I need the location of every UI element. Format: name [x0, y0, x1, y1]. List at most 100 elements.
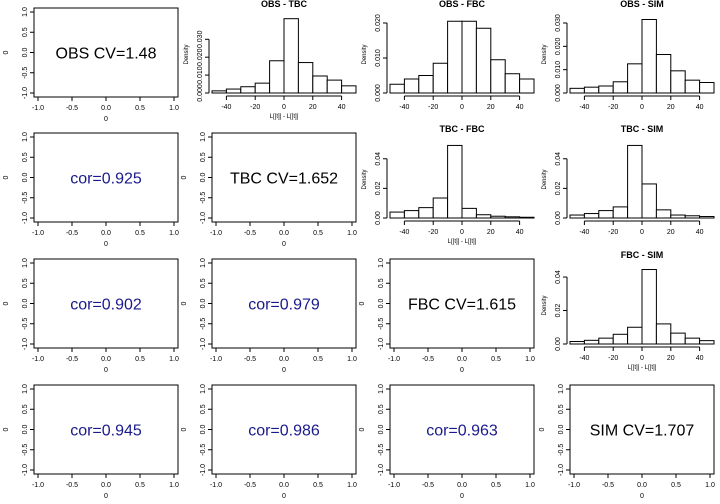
panel-3-1-ytick-label: -1.0	[200, 464, 207, 476]
panel-0-2-ytick-label: 0.000	[375, 84, 382, 102]
panel-2-3-xlabel: L[[t]] - L[[t]]	[628, 365, 657, 371]
panel-3-3-ytick-label: 0.0	[558, 425, 565, 435]
panel-2-0-xtick-label: 0.5	[135, 356, 145, 363]
panel-0-3-bar	[655, 54, 672, 94]
panel-0-3-ytick-label: 0.030	[555, 14, 562, 32]
panel-2-1-ytick-label: 0.5	[200, 278, 207, 288]
panel-0-1-bar	[312, 75, 328, 94]
panel-2-1-ytick-label: -1.0	[200, 338, 207, 350]
panel-0-2-ytick-label: 0.010	[375, 49, 382, 67]
panel-2-2-xtick-label: 0.5	[491, 356, 501, 363]
panel-1-2-title: TBC - FBC	[440, 124, 485, 134]
panel-2-3-bar	[612, 333, 629, 345]
panel-0-2-ylabel: Density	[362, 44, 368, 64]
panel-0-1-xtick-label: 0	[282, 104, 286, 111]
panel-0-1-bar	[269, 60, 285, 94]
panel-1-3-bar	[684, 215, 701, 219]
panel-3-0-xtick-label: -0.5	[66, 482, 78, 489]
panel-0-2-bar	[504, 73, 521, 94]
panel-3-0-ytick-label: 0.0	[22, 425, 29, 435]
panel-0-2-bar	[519, 78, 535, 94]
panel-0-3-bar	[627, 63, 643, 94]
panel-1-0-xtick-label: 0.5	[135, 230, 145, 237]
panel-0-1-xtick-label: -40	[221, 104, 231, 111]
panel-3-3-xtick-label: 0.5	[671, 482, 681, 489]
panel-0-0-ytick-label: -1.0	[22, 87, 29, 99]
panel-2-2-ytick-label: 1.0	[378, 258, 385, 268]
panel-2-0-xtick-label: 1.0	[169, 356, 179, 363]
panel-2-3-title: FBC - SIM	[621, 250, 664, 260]
panel-1-2-bar	[432, 197, 449, 219]
panel-1-1-xlabel: 0	[282, 241, 286, 248]
panel-0-2-bar	[475, 27, 492, 94]
panel-3-1-ylabel: 0	[181, 427, 188, 431]
panel-1-3-ytick-label: 0.02	[555, 181, 562, 195]
panel-2-3-xtick-label: -40	[579, 355, 589, 362]
panel-1-0-xtick-label: -1.0	[32, 230, 44, 237]
panel-0-3-bar	[699, 82, 715, 94]
panel-0-3-ytick-label: 0.000	[555, 84, 562, 102]
panel-1-3-bar	[655, 209, 672, 219]
panel-3-1-xlabel: 0	[282, 493, 286, 500]
panel-0-1-bar	[326, 79, 343, 94]
panel-1-1-xtick-label: 1.0	[347, 230, 357, 237]
panel-1-2-bar	[389, 211, 405, 219]
panel-1-0-ylabel: 0	[3, 175, 10, 179]
panel-0-3-bar	[684, 79, 701, 94]
panel-3-0-xtick-label: 0.5	[135, 482, 145, 489]
panel-1-0-ytick-label: -1.0	[22, 212, 29, 224]
panel-1-1-ylabel: 0	[181, 175, 188, 179]
panel-1-3-bar	[583, 213, 600, 219]
panel-1-3-xtick-label: -40	[579, 229, 589, 236]
panel-0-1-bar	[254, 82, 271, 94]
panel-1-0-ytick-label: 0.5	[22, 152, 29, 162]
panel-0-3-bar	[569, 87, 585, 94]
panel-2-2-xtick-label: -1.0	[388, 356, 400, 363]
panel-1-1-xtick-label: -1.0	[210, 230, 222, 237]
panel-0-0-xlabel: 0	[104, 116, 108, 123]
panel-0-1-xtick-label: 40	[338, 104, 346, 111]
panel-1-0-xtick-label: 1.0	[169, 230, 179, 237]
panel-1-2-bar	[418, 207, 434, 219]
panel-2-0-xlabel: 0	[104, 367, 108, 374]
panel-3-0-xtick-label: 1.0	[169, 482, 179, 489]
panel-0-3-xtick-label: -20	[608, 104, 618, 111]
panel-1-2-ylabel: Density	[362, 169, 368, 189]
panel-3-2-ylabel: 0	[359, 427, 366, 431]
panel-0-3-xtick-label: 20	[667, 104, 675, 111]
panel-3-3-ylabel: 0	[539, 427, 546, 431]
panel-2-1-ytick-label: -0.5	[200, 318, 207, 330]
panel-3-0-xtick-label: -1.0	[32, 482, 44, 489]
panel-0-3-xtick-label: 0	[640, 104, 644, 111]
panel-3-1-ytick-label: 1.0	[200, 384, 207, 394]
panel-0-3-ylabel: Density	[542, 44, 548, 64]
panel-1-2-ytick-label: 0.04	[375, 152, 382, 166]
panel-1-1-xtick-label: 0.0	[279, 230, 289, 237]
panel-2-1-xlabel: 0	[282, 367, 286, 374]
panel-1-1-ytick-label: 0.5	[200, 152, 207, 162]
panel-3-3-xtick-label: 1.0	[705, 482, 715, 489]
panel-2-3-bar	[569, 340, 585, 345]
panel-0-2-ytick-label: 0.020	[375, 14, 382, 32]
panel-1-2-bar	[461, 207, 477, 219]
panel-3-2-xtick-label: 0.5	[491, 482, 501, 489]
panel-2-3-bar	[627, 326, 643, 345]
panel-2-3-bar	[670, 332, 686, 345]
panel-1-2-bar	[447, 144, 463, 219]
panel-3-2-label: cor=0.963	[426, 423, 498, 440]
panel-0-3-bar	[583, 86, 600, 94]
panel-2-3-ytick-label: 0.04	[555, 270, 562, 284]
panel-2-3-bar	[598, 337, 614, 345]
panel-0-2-bar	[389, 83, 405, 94]
panel-1-2-ytick-label: 0.00	[375, 211, 382, 225]
panel-2-2-ytick-label: 0.0	[378, 299, 385, 309]
panel-0-0-ytick-label: 0.5	[22, 27, 29, 37]
panel-0-2-xtick-label: -40	[399, 104, 409, 111]
panel-0-1-bar	[297, 62, 314, 94]
panel-1-2-bar	[504, 216, 521, 219]
panel-0-3-bar	[612, 81, 629, 94]
panel-1-2-bar	[475, 214, 492, 219]
panel-2-3-xtick-label: 20	[667, 355, 675, 362]
panel-3-2-xtick-label: 1.0	[525, 482, 535, 489]
panel-1-3-bar	[612, 206, 629, 219]
